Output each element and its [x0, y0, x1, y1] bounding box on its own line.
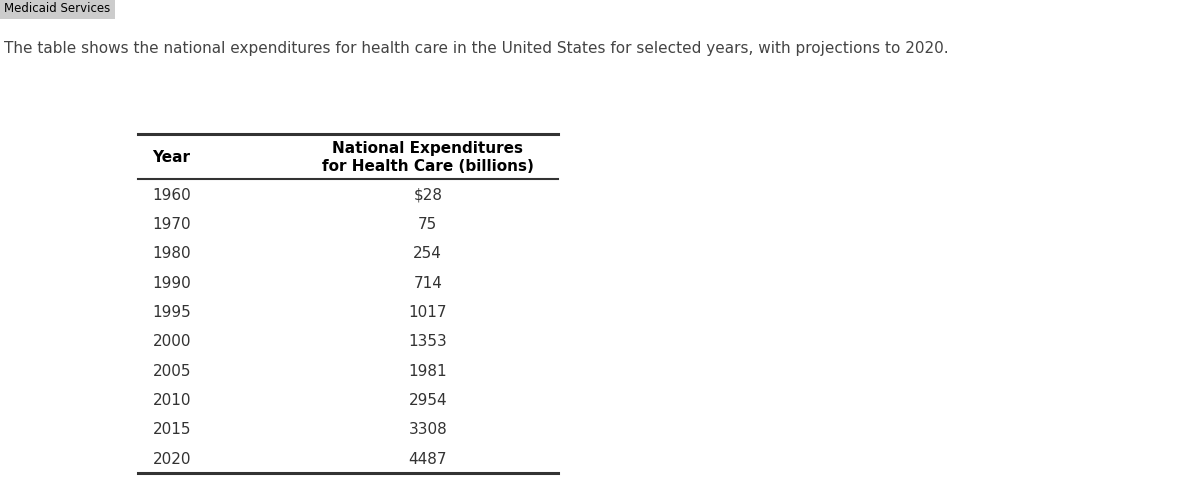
Text: Medicaid Services: Medicaid Services: [4, 2, 110, 15]
Text: 3308: 3308: [408, 421, 448, 436]
Text: 2010: 2010: [152, 392, 191, 407]
Text: $28: $28: [413, 187, 443, 202]
Text: 2005: 2005: [152, 363, 191, 378]
Text: 75: 75: [418, 216, 438, 231]
Text: 1960: 1960: [152, 187, 191, 202]
Text: 2015: 2015: [152, 421, 191, 436]
Text: 1990: 1990: [152, 275, 191, 290]
Text: 2000: 2000: [152, 334, 191, 348]
Text: 1980: 1980: [152, 246, 191, 261]
Text: 1353: 1353: [408, 334, 448, 348]
Text: National Expenditures
for Health Care (billions): National Expenditures for Health Care (b…: [322, 141, 534, 174]
Text: The table shows the national expenditures for health care in the United States f: The table shows the national expenditure…: [4, 41, 948, 56]
Text: 254: 254: [413, 246, 443, 261]
Text: 714: 714: [413, 275, 443, 290]
Text: 1981: 1981: [408, 363, 448, 378]
Text: 2954: 2954: [408, 392, 448, 407]
Text: 4487: 4487: [408, 451, 448, 466]
Text: Year: Year: [152, 150, 191, 165]
Text: 1970: 1970: [152, 216, 191, 231]
Text: 1995: 1995: [152, 304, 191, 319]
Text: 2020: 2020: [152, 451, 191, 466]
Text: 1017: 1017: [408, 304, 448, 319]
